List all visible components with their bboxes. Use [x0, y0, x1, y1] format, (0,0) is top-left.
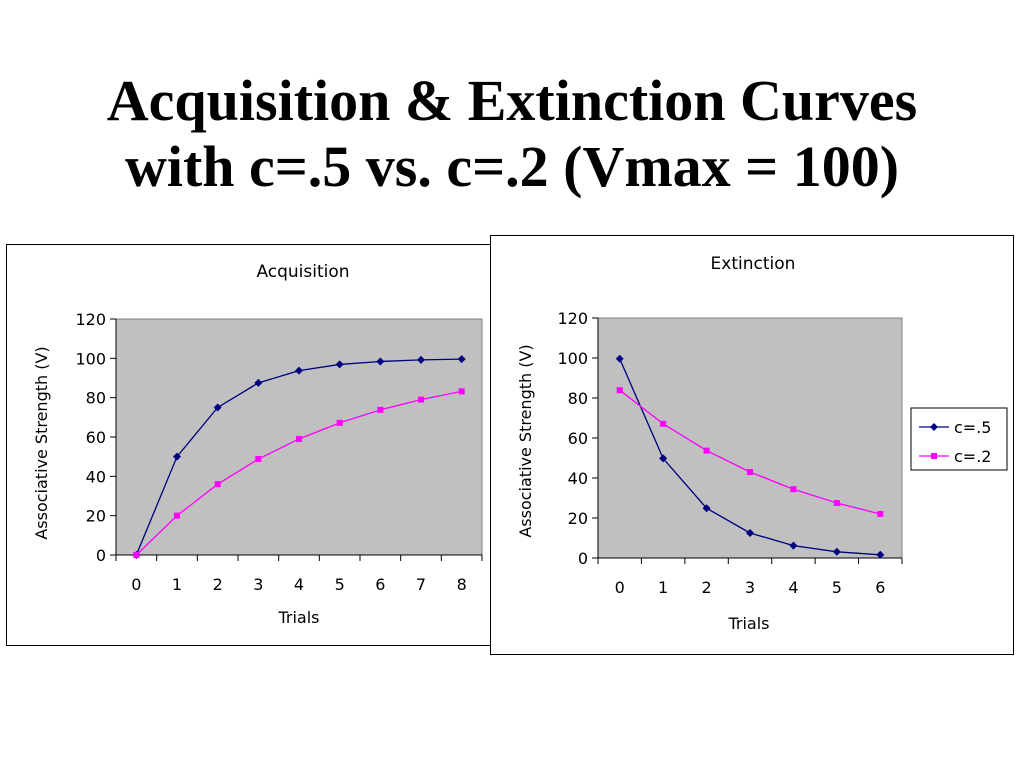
- acquisition-series-1-point: [214, 481, 221, 488]
- extinction-y-tick-label: 120: [557, 309, 588, 328]
- extinction-series-0-point: [702, 504, 711, 513]
- extinction-series-1-point: [660, 420, 667, 427]
- acquisition-series-0-point: [254, 378, 263, 387]
- acquisition-y-tick-label: 20: [86, 507, 106, 526]
- acquisition-y-tick-label: 100: [75, 349, 106, 368]
- acquisition-chart-title: Acquisition: [256, 262, 349, 282]
- extinction-x-tick-label: 6: [875, 578, 885, 597]
- extinction-series-0-point: [615, 354, 624, 363]
- acquisition-y-axis-label: Associative Strength (V): [32, 346, 51, 539]
- acquisition-series-1-point: [296, 435, 302, 442]
- extinction-y-tick-label: 0: [578, 549, 588, 568]
- extinction-x-tick-label: 0: [615, 578, 625, 597]
- acquisition-series-0-point: [213, 403, 222, 412]
- extinction-series-1-point: [747, 469, 753, 475]
- slide-title-line-1: Acquisition & Extinction Curves: [106, 68, 918, 133]
- legend-label-c2: c=.2: [954, 447, 991, 466]
- acquisition-y-tick-label: 120: [75, 310, 106, 329]
- extinction-chart-title: Extinction: [711, 254, 796, 274]
- extinction-series-0-point: [876, 550, 885, 559]
- extinction-y-tick-label: 60: [568, 429, 588, 448]
- acquisition-series-0-point: [376, 357, 385, 366]
- acquisition-series-1-point: [133, 552, 140, 558]
- extinction-legend: c=.5 c=.2: [910, 407, 1008, 471]
- extinction-x-tick-label: 5: [832, 578, 842, 597]
- acquisition-x-tick-label: 1: [172, 575, 182, 594]
- acquisition-series-1-point: [418, 396, 424, 403]
- acquisition-series-1-point: [458, 388, 465, 395]
- extinction-y-tick-label: 40: [568, 469, 588, 488]
- slide-title-line-2: with c=.5 vs. c=.2 (Vmax = 100): [124, 134, 900, 199]
- acquisition-series-1-point: [336, 419, 343, 426]
- extinction-y-axis-label: Associative Strength (V): [516, 344, 535, 537]
- extinction-series-1-point: [616, 387, 623, 394]
- legend-marker-c5: [930, 423, 938, 431]
- extinction-y-tick-label: 80: [568, 389, 588, 408]
- extinction-series-0-point: [832, 547, 841, 556]
- extinction-x-tick-label: 3: [745, 578, 755, 597]
- acquisition-x-tick-label: 6: [375, 575, 385, 594]
- acquisition-y-tick-label: 60: [86, 428, 106, 447]
- extinction-y-tick-label: 20: [568, 509, 588, 528]
- acquisition-x-axis-label: Trials: [277, 608, 319, 627]
- acquisition-y-tick-label: 40: [86, 467, 106, 486]
- acquisition-x-tick-label: 7: [416, 575, 426, 594]
- acquisition-series-1-point: [255, 456, 262, 463]
- slide-title: Acquisition & Extinction Curves with c=.…: [0, 68, 1024, 200]
- extinction-series-1-point: [877, 511, 884, 517]
- acquisition-y-tick-label: 0: [96, 546, 106, 565]
- extinction-series-0-point: [659, 454, 668, 463]
- extinction-plot-area: [597, 317, 903, 559]
- extinction-chart-svg: Extinction Associative Strength (V) Tria…: [516, 254, 1008, 633]
- acquisition-x-tick-label: 8: [457, 575, 467, 594]
- acquisition-x-tick-label: 0: [131, 575, 141, 594]
- extinction-x-tick-label: 1: [658, 578, 668, 597]
- extinction-x-tick-label: 2: [701, 578, 711, 597]
- acquisition-series-1-point: [377, 406, 384, 413]
- extinction-x-axis-label: Trials: [727, 614, 769, 633]
- acquisition-series-0-point: [173, 452, 181, 461]
- acquisition-series-0-point: [335, 360, 344, 369]
- extinction-series-0-point: [746, 529, 754, 537]
- extinction-series-1-point: [703, 447, 710, 454]
- acquisition-x-tick-label: 2: [213, 575, 223, 594]
- extinction-series-1-point: [790, 486, 797, 493]
- acquisition-series-0-point: [417, 355, 425, 364]
- acquisition-series-1-point: [174, 512, 180, 519]
- acquisition-series-0-point: [457, 355, 466, 364]
- acquisition-x-tick-label: 4: [294, 575, 304, 594]
- extinction-x-tick-label: 4: [788, 578, 798, 597]
- extinction-y-tick-label: 100: [557, 349, 588, 368]
- extinction-series-0-point: [789, 541, 798, 550]
- legend-label-c5: c=.5: [954, 418, 991, 437]
- legend-box: [910, 407, 1008, 471]
- acquisition-series-0-point: [295, 366, 303, 375]
- acquisition-x-tick-label: 5: [335, 575, 345, 594]
- acquisition-chart-svg: Acquisition Associative Strength (V) Tri…: [32, 262, 483, 627]
- acquisition-y-tick-label: 80: [86, 389, 106, 408]
- acquisition-x-tick-label: 3: [253, 575, 263, 594]
- acquisition-chart: Acquisition Associative Strength (V) Tri…: [6, 244, 494, 646]
- legend-marker-c2: [931, 453, 937, 459]
- extinction-series-1-point: [833, 500, 840, 506]
- extinction-chart: Extinction Associative Strength (V) Tria…: [490, 235, 1014, 655]
